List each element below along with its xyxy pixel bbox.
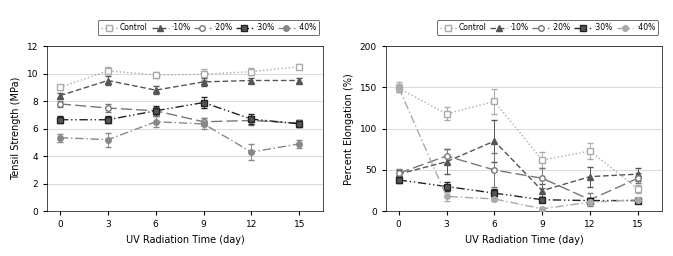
Y-axis label: Percent Elongation (%): Percent Elongation (%) <box>344 73 354 185</box>
X-axis label: UV Radiation Time (day): UV Radiation Time (day) <box>464 235 583 245</box>
Legend: Control, ·10%, ·20%, ·30%, ·40%: Control, ·10%, ·20%, ·30%, ·40% <box>437 20 658 35</box>
X-axis label: UV Radiation Time (day): UV Radiation Time (day) <box>126 235 244 245</box>
Legend: Control, ·10%, ·20%, ·30%, ·40%: Control, ·10%, ·20%, ·30%, ·40% <box>98 20 320 35</box>
Y-axis label: Tensil Strength (MPa): Tensil Strength (MPa) <box>11 77 21 180</box>
